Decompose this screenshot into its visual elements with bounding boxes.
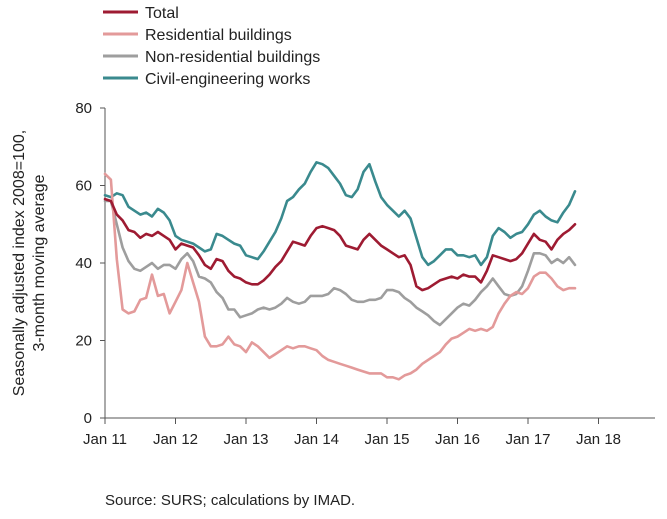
y-axis-title: Seasonally adjusted index 2008=100, 3-mon… [11, 130, 48, 396]
x-tick-label: Jan 16 [435, 431, 480, 448]
y-tick-label: 20 [75, 333, 92, 350]
y-axis-title-line: 3-month moving average [31, 174, 48, 351]
series-layer [103, 161, 577, 381]
y-tick-label: 40 [75, 255, 92, 272]
y-axis-title-line: Seasonally adjusted index 2008=100, [11, 130, 28, 396]
legend-label: Civil-engineering works [145, 71, 310, 88]
y-tick-label: 60 [75, 178, 92, 195]
y-axis: 0 20 40 60 80 [75, 100, 106, 427]
y-tick-label: 0 [84, 410, 92, 427]
x-tick-label: Jan 17 [505, 431, 550, 448]
series-line-non-residential-buildings [103, 199, 577, 327]
x-axis: Jan 11 Jan 12 Jan 13 Jan 14 Jan 15 Jan 16 Jan … [83, 417, 655, 448]
series-line-civil-engineering-works [103, 161, 577, 267]
x-tick-label: Jan 11 [83, 431, 127, 448]
series-line-residential-buildings [103, 172, 577, 381]
x-tick-label: Jan 15 [364, 431, 409, 448]
legend: Total Residential buildings Non-residentia… [103, 5, 320, 88]
legend-label: Residential buildings [145, 27, 292, 44]
series-line-total [103, 197, 577, 292]
x-tick-label: Jan 14 [294, 431, 339, 448]
legend-label: Non-residential buildings [145, 49, 320, 66]
x-tick-label: Jan 13 [223, 431, 268, 448]
legend-label: Total [145, 5, 179, 22]
x-tick-label: Jan 18 [576, 431, 621, 448]
x-tick-label: Jan 12 [153, 431, 198, 448]
source-note: Source: SURS; calculations by IMAD. [105, 492, 355, 509]
y-tick-label: 80 [75, 100, 92, 117]
